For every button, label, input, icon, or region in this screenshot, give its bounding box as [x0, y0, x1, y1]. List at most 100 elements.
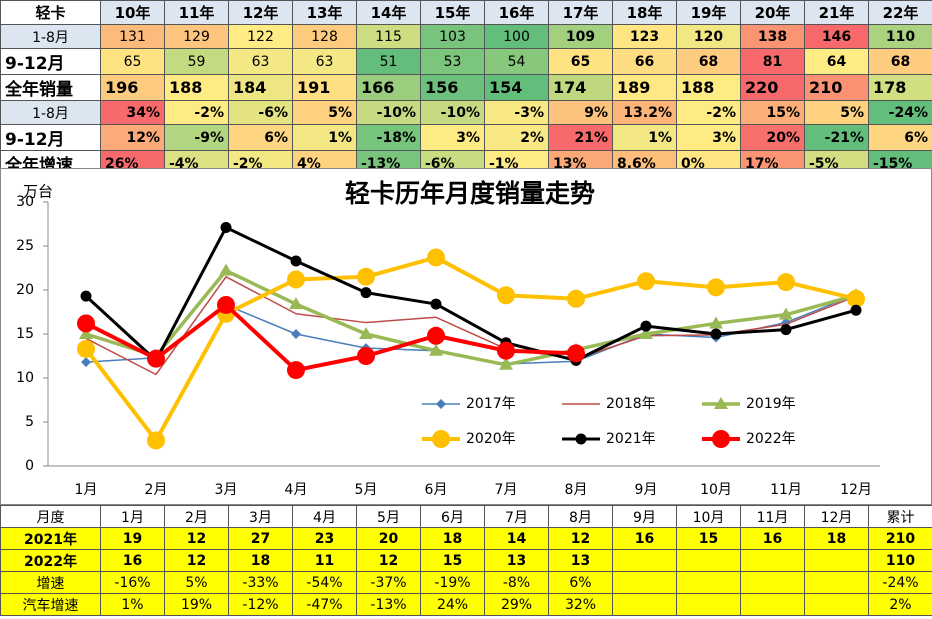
- heat-cell: 174: [548, 74, 613, 101]
- row-label: 2022年: [0, 549, 101, 572]
- x-tick-label: 7月: [495, 482, 518, 498]
- marker: [77, 339, 95, 358]
- legend-label: 2019年: [746, 396, 796, 412]
- heat-cell: -18%: [356, 124, 421, 151]
- marker: [639, 327, 653, 339]
- header-cell: 月度: [0, 505, 101, 528]
- heat-cell: 1%: [612, 124, 677, 151]
- heat-cell: -6%: [228, 100, 293, 125]
- chart-frame: [0, 168, 932, 505]
- table-row: 月度 1月 2月 3月 4月 5月 6月 7月 8月 9月 10月 11月 12月 累计: [0, 505, 932, 528]
- marker: [80, 290, 92, 302]
- header-cell: 5月: [356, 505, 421, 528]
- heat-cell: 210: [804, 74, 869, 101]
- heat-cell: 65: [100, 48, 165, 75]
- heat-cell: 178: [868, 74, 932, 101]
- value-cell: -16%: [100, 571, 165, 594]
- value-cell: -54%: [292, 571, 357, 594]
- heat-cell: 184: [228, 74, 293, 101]
- marker: [359, 327, 373, 339]
- value-cell: 20: [356, 527, 421, 550]
- header-cell: 18年: [612, 0, 677, 25]
- row-label: 1-8月: [0, 100, 101, 125]
- value-cell: 19%: [164, 593, 229, 616]
- x-tick-label: 11月: [770, 482, 802, 498]
- legend-marker: [436, 399, 446, 409]
- header-cell: 3月: [228, 505, 293, 528]
- value-cell: 12: [356, 549, 421, 572]
- heat-cell: 146: [804, 24, 869, 49]
- table-row: 2021年 19 12 27 23 20 18 14 12 16 15 16 18 210: [0, 527, 932, 550]
- value-cell: 12: [164, 549, 229, 572]
- heat-cell: 15%: [740, 100, 805, 125]
- legend-label: 2020年: [466, 431, 516, 447]
- y-axis-label: 万台: [23, 183, 53, 201]
- marker: [637, 272, 655, 291]
- summary-table: 轻卡 10年 11年 12年 13年 14年 15年 16年 17年 18年 19年 20年 21年 22…: [0, 0, 932, 177]
- value-cell: [676, 571, 741, 594]
- heat-cell: 3%: [420, 124, 485, 151]
- heat-cell: 13.2%: [612, 100, 677, 125]
- series-line: [84, 226, 857, 362]
- value-cell: 6%: [548, 571, 613, 594]
- heat-cell: 138: [740, 24, 805, 49]
- x-tick-label: 4月: [285, 482, 308, 498]
- marker: [287, 270, 305, 289]
- marker: [709, 316, 723, 329]
- value-cell: 15: [420, 549, 485, 572]
- heat-cell: 6%: [868, 124, 932, 151]
- value-cell: 19: [100, 527, 165, 550]
- header-cell: 4月: [292, 505, 357, 528]
- value-cell: 24%: [420, 593, 485, 616]
- row-label: 增速: [0, 571, 101, 594]
- marker: [777, 273, 795, 292]
- value-cell: 18: [804, 527, 869, 550]
- heat-cell: 68: [868, 48, 932, 75]
- x-tick-label: 2月: [145, 482, 168, 498]
- value-cell: 1%: [100, 593, 165, 616]
- heat-cell: 63: [228, 48, 293, 75]
- heat-cell: 12%: [100, 124, 165, 151]
- header-cell: 轻卡: [0, 0, 101, 25]
- row-label: 全年销量: [0, 74, 101, 101]
- heat-cell: 59: [164, 48, 229, 75]
- heat-cell: 166: [356, 74, 421, 101]
- series-line: [85, 302, 577, 373]
- marker: [357, 267, 375, 286]
- header-cell: 17年: [548, 0, 613, 25]
- marker: [219, 263, 233, 276]
- heat-cell: -21%: [804, 124, 869, 151]
- header-cell: 8月: [548, 505, 613, 528]
- chart: 轻卡历年月度销量走势 万台 0 5 10 15 20 25 30 1月 2月 3月 4月 5月 6月 7月…: [0, 168, 932, 505]
- value-cell: 23: [292, 527, 357, 550]
- heat-cell: 5%: [804, 100, 869, 125]
- value-cell: -8%: [484, 571, 549, 594]
- x-tick-label: 5月: [355, 482, 378, 498]
- value-cell: 18: [228, 549, 293, 572]
- header-cell: 21年: [804, 0, 869, 25]
- x-tick-label: 1月: [75, 482, 98, 498]
- heat-cell: 110: [868, 24, 932, 49]
- marker: [220, 222, 232, 234]
- value-cell: 2%: [868, 593, 932, 616]
- table-row: 增速 -16% 5% -33% -54% -37% -19% -8% 6% -24%: [0, 571, 932, 594]
- value-cell: [612, 549, 677, 572]
- row-label: 1-8月: [0, 24, 101, 49]
- marker: [287, 361, 305, 380]
- marker: [497, 286, 515, 305]
- heat-cell: 34%: [100, 100, 165, 125]
- marker: [427, 248, 445, 267]
- marker: [567, 344, 585, 363]
- value-cell: -33%: [228, 571, 293, 594]
- marker: [79, 327, 93, 339]
- heat-cell: 220: [740, 74, 805, 101]
- value-cell: -13%: [356, 593, 421, 616]
- value-cell: [740, 593, 805, 616]
- value-cell: 13: [548, 549, 613, 572]
- heat-cell: 54: [484, 48, 549, 75]
- legend-marker: [714, 397, 728, 409]
- header-cell: 22年: [868, 0, 932, 25]
- marker: [429, 343, 443, 356]
- heat-cell: 63: [292, 48, 357, 75]
- heat-cell: 109: [548, 24, 613, 49]
